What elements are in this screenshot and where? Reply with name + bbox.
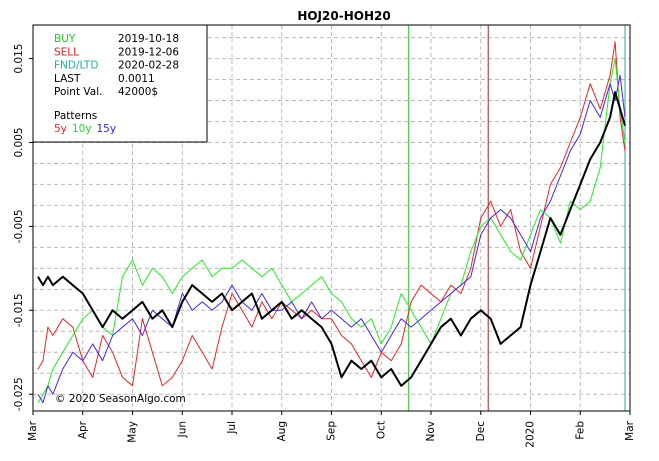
x-tick-label: Oct xyxy=(375,421,387,439)
info-value: 2019-12-06 xyxy=(118,46,179,58)
y-tick-label: 0.005 xyxy=(13,127,25,157)
copyright-text: © 2020 SeasonAlgo.com xyxy=(55,393,186,405)
chart-title: HOJ20-HOH20 xyxy=(297,9,390,23)
info-box-frame xyxy=(32,24,208,143)
info-key: BUY xyxy=(54,33,76,45)
info-value: 42000$ xyxy=(118,86,158,98)
patterns-label: Patterns xyxy=(54,110,97,122)
info-box: BUY 2019-10-18 SELL 2019-12-06 FND/LTD 2020-0… xyxy=(32,24,208,143)
x-tick-label: Nov xyxy=(425,421,437,442)
info-value: 0.0011 xyxy=(118,73,155,85)
info-key: FND/LTD xyxy=(54,60,98,72)
x-tick-label: Dec xyxy=(475,421,487,442)
x-tick-label: Aug xyxy=(276,421,288,442)
series-line-current xyxy=(37,91,626,387)
x-tick-label: Jul xyxy=(226,421,238,435)
pattern-legend-item: 5y xyxy=(54,123,67,135)
pattern-legend-item: 10y xyxy=(72,123,92,135)
pattern-legend-item: 15y xyxy=(97,123,117,135)
info-value: 2020-02-28 xyxy=(118,60,179,72)
info-key: Point Val. xyxy=(54,86,102,98)
series-line-10y xyxy=(37,58,626,403)
series-line-5y xyxy=(37,41,626,387)
x-tick-label: Jun xyxy=(176,421,188,438)
x-tick-label: Mar xyxy=(624,420,636,440)
info-value: 2019-10-18 xyxy=(118,33,179,45)
x-tick-label: Sep xyxy=(326,421,338,441)
x-tick-label: Feb xyxy=(574,421,586,440)
x-tick-label: Apr xyxy=(77,420,89,439)
y-tick-label: -0.005 xyxy=(13,209,25,243)
x-tick-label: Mar xyxy=(27,420,39,440)
y-tick-label: 0.015 xyxy=(13,44,25,74)
x-tick-label: May xyxy=(127,421,139,443)
y-tick-label: -0.015 xyxy=(13,293,25,327)
info-key: LAST xyxy=(54,73,81,85)
series-line-15y xyxy=(37,74,626,404)
y-tick-label: -0.025 xyxy=(13,377,25,411)
x-tick-label: 2020 xyxy=(525,421,537,448)
info-key: SELL xyxy=(54,46,79,58)
